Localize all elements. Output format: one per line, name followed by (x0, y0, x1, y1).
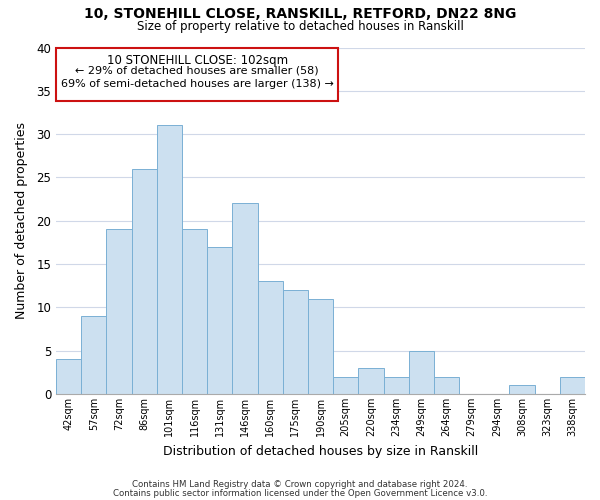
Text: Contains public sector information licensed under the Open Government Licence v3: Contains public sector information licen… (113, 489, 487, 498)
Bar (409, 350, 434, 394)
Bar (207, 246, 232, 394)
Bar (182, 230, 207, 394)
X-axis label: Distribution of detached houses by size in Ranskill: Distribution of detached houses by size … (163, 444, 478, 458)
Bar (106, 230, 131, 394)
Bar (560, 376, 585, 394)
Text: ← 29% of detached houses are smaller (58): ← 29% of detached houses are smaller (58… (76, 66, 319, 76)
Text: Contains HM Land Registry data © Crown copyright and database right 2024.: Contains HM Land Registry data © Crown c… (132, 480, 468, 489)
Text: Size of property relative to detached houses in Ranskill: Size of property relative to detached ho… (137, 20, 463, 33)
Text: 10 STONEHILL CLOSE: 102sqm: 10 STONEHILL CLOSE: 102sqm (107, 54, 287, 66)
Text: 69% of semi-detached houses are larger (138) →: 69% of semi-detached houses are larger (… (61, 78, 334, 88)
Text: 10, STONEHILL CLOSE, RANSKILL, RETFORD, DN22 8NG: 10, STONEHILL CLOSE, RANSKILL, RETFORD, … (84, 8, 516, 22)
Bar (383, 376, 409, 394)
Bar (56, 360, 81, 394)
Bar (308, 298, 333, 394)
Bar (283, 290, 308, 394)
Bar (257, 282, 283, 394)
Y-axis label: Number of detached properties: Number of detached properties (15, 122, 28, 320)
Bar (131, 169, 157, 394)
Bar (157, 126, 182, 394)
Bar (81, 316, 106, 394)
Bar (509, 386, 535, 394)
Bar (333, 376, 358, 394)
Bar (56, 48, 338, 101)
Bar (358, 368, 383, 394)
Bar (434, 376, 459, 394)
Bar (232, 204, 257, 394)
